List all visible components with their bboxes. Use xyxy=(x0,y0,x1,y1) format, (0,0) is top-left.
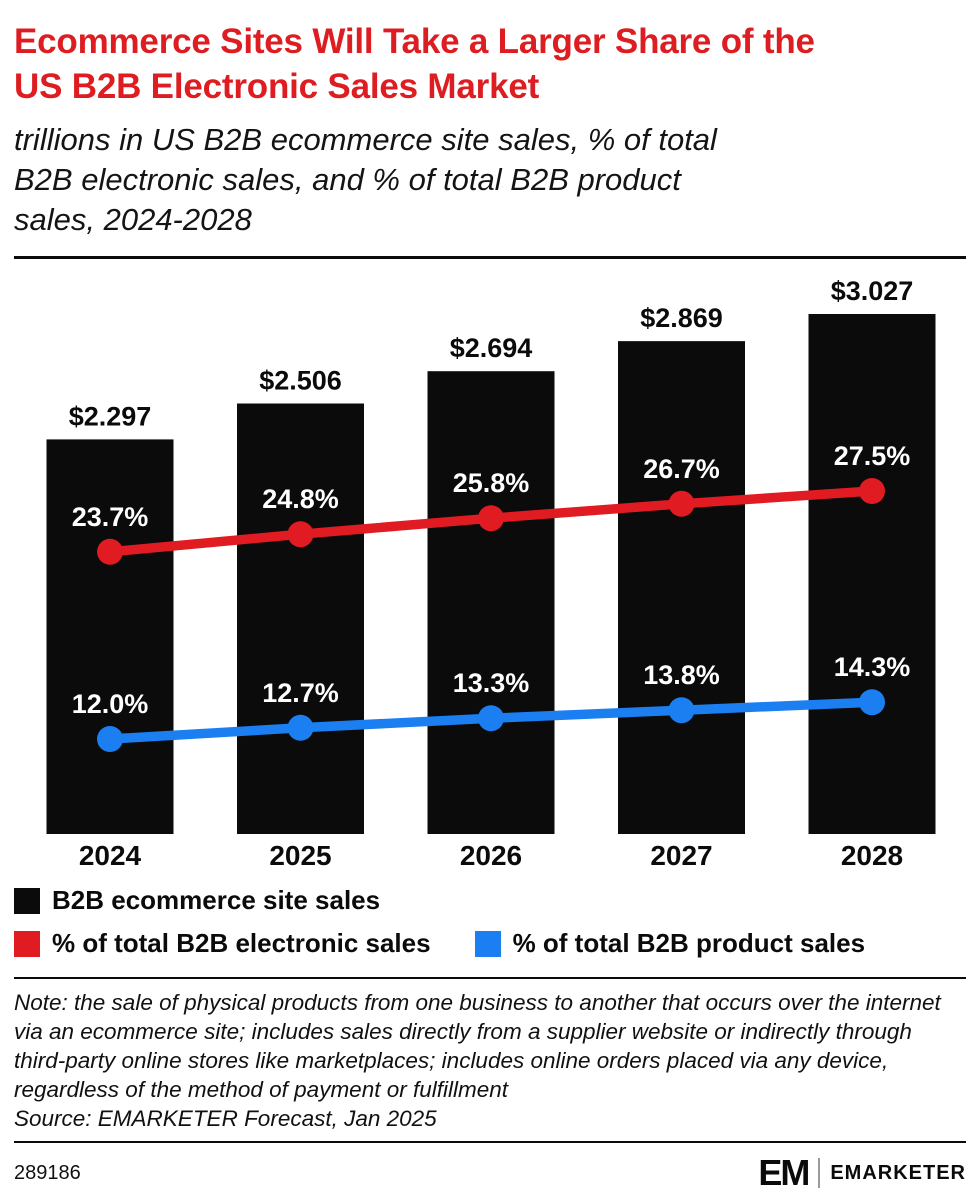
line-marker xyxy=(287,715,314,742)
legend-item-electronic-sales: % of total B2B electronic sales xyxy=(14,928,431,959)
legend-label: % of total B2B product sales xyxy=(512,928,866,959)
legend-item-bar-series: B2B ecommerce site sales xyxy=(14,885,380,916)
point-value-label: 12.0% xyxy=(72,689,149,719)
header: Ecommerce Sites Will Take a Larger Share… xyxy=(14,20,966,240)
bar-2027 xyxy=(618,341,745,835)
bar-2028 xyxy=(808,314,936,835)
point-value-label: 26.7% xyxy=(643,454,720,484)
header-divider xyxy=(14,256,966,260)
legend-row-2: % of total B2B electronic sales % of tot… xyxy=(14,928,966,959)
bar-value-label: $2.694 xyxy=(450,334,533,364)
subtitle-line-1: trillions in US B2B ecommerce site sales… xyxy=(14,121,717,157)
chart-title: Ecommerce Sites Will Take a Larger Share… xyxy=(14,20,966,110)
chart-subtitle: trillions in US B2B ecommerce site sales… xyxy=(14,120,966,241)
line-marker xyxy=(859,478,885,505)
point-value-label: 23.7% xyxy=(72,502,149,532)
line-marker xyxy=(97,539,123,566)
x-axis-label: 2028 xyxy=(841,840,903,871)
x-axis-label: 2026 xyxy=(460,840,522,871)
footer-divider xyxy=(14,1141,966,1144)
chart-id: 289186 xyxy=(14,1161,81,1184)
logo-brand-text: EMARKETER xyxy=(830,1161,966,1184)
logo-monogram-icon: EM xyxy=(758,1152,810,1194)
x-axis-label: 2024 xyxy=(79,840,142,871)
logo-divider xyxy=(818,1158,821,1189)
legend-item-product-sales: % of total B2B product sales xyxy=(474,928,866,959)
legend-swatch-black xyxy=(14,887,40,914)
title-line-1: Ecommerce Sites Will Take a Larger Share… xyxy=(14,22,815,61)
bar-value-label: $2.869 xyxy=(640,304,723,334)
legend-swatch-red xyxy=(14,930,40,957)
subtitle-line-3: sales, 2024-2028 xyxy=(14,202,252,238)
legend-swatch-blue xyxy=(474,930,501,957)
point-value-label: 12.7% xyxy=(262,678,339,708)
line-marker xyxy=(668,697,695,724)
x-axis-label: 2027 xyxy=(650,840,712,871)
bar-value-label: $3.027 xyxy=(831,276,914,306)
bar-2024 xyxy=(46,439,174,835)
title-line-2: US B2B Electronic Sales Market xyxy=(14,66,540,106)
line-marker xyxy=(859,689,885,716)
combo-bar-line-chart: $2.297 $2.506 $2.694 $2.869 $3.027 2024 2025 20… xyxy=(46,276,936,871)
note-text: Note: the sale of physical products from… xyxy=(14,990,941,1102)
point-value-label: 24.8% xyxy=(262,485,339,515)
point-value-label: 27.5% xyxy=(834,441,911,471)
x-axis-label: 2025 xyxy=(269,840,331,871)
line-marker xyxy=(97,726,123,753)
legend-label: B2B ecommerce site sales xyxy=(52,885,381,916)
point-value-label: 13.8% xyxy=(643,661,720,691)
legend-label: % of total B2B electronic sales xyxy=(52,928,431,959)
bar-value-label: $2.297 xyxy=(69,402,152,432)
subtitle-line-2: B2B electronic sales, and % of total B2B… xyxy=(14,161,681,197)
emarketer-logo: EM EMARKETER xyxy=(758,1152,966,1194)
point-value-label: 13.3% xyxy=(453,669,530,699)
legend: B2B ecommerce site sales % of total B2B … xyxy=(14,885,966,959)
line-marker xyxy=(478,505,504,532)
line-marker xyxy=(287,521,314,548)
point-value-label: 25.8% xyxy=(453,469,530,499)
bar-2026 xyxy=(427,371,555,835)
footer: 289186 EM EMARKETER xyxy=(14,1151,966,1195)
line-marker xyxy=(478,705,504,732)
legend-row-1: B2B ecommerce site sales xyxy=(14,885,966,916)
bar-value-label: $2.506 xyxy=(259,366,342,396)
point-value-label: 14.3% xyxy=(834,653,911,683)
bar-2025 xyxy=(237,403,364,835)
note-divider xyxy=(14,977,966,980)
source-text: Source: EMARKETER Forecast, Jan 2025 xyxy=(14,1105,437,1131)
line-marker xyxy=(668,491,695,518)
